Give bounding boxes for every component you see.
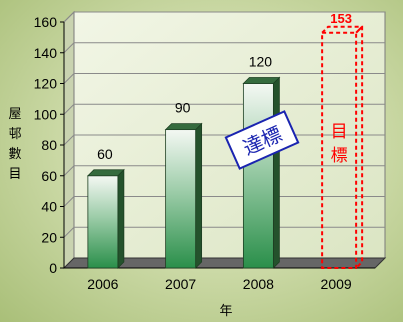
- y-tick-label: 120: [34, 76, 58, 92]
- y-tick-label: 20: [41, 229, 57, 245]
- target-value-label: 153: [330, 11, 352, 26]
- bar-front: [242, 83, 274, 269]
- gridline-side: [63, 196, 75, 207]
- x-tick-label: 2009: [321, 276, 352, 292]
- bar-top: [242, 77, 281, 84]
- x-axis-title: 年: [219, 304, 232, 319]
- bar-top: [164, 123, 203, 131]
- target-group: 153 目標: [321, 11, 364, 270]
- bar-side: [272, 76, 280, 269]
- bar-front: [165, 129, 197, 269]
- x-tick-label: 2007: [165, 276, 196, 292]
- gridline-side: [63, 11, 75, 23]
- stamp-box: [224, 110, 300, 170]
- bar-value-label: 60: [97, 146, 113, 162]
- y-axis-title-char: 屋: [8, 107, 21, 122]
- y-tick-label: 160: [34, 14, 58, 30]
- bar-2007: 90: [164, 100, 203, 269]
- gridline-side: [63, 73, 75, 84]
- gridline-side: [63, 226, 75, 238]
- y-tick-label: 140: [34, 45, 58, 61]
- y-tick-label: 100: [34, 106, 58, 122]
- target-outline-front: [321, 31, 358, 270]
- y-tick-label: 80: [41, 137, 57, 153]
- gridline-side: [63, 103, 75, 115]
- y-tick-labels: 0 20 40 60 80 100 120 140 160: [34, 14, 64, 276]
- bar-front: [87, 175, 119, 269]
- y-tick-label: 60: [41, 168, 57, 184]
- bar-top: [86, 169, 125, 177]
- achieved-stamp: 達標: [224, 110, 300, 170]
- y-axis-title-char: 目: [8, 167, 21, 182]
- gridlines: [63, 11, 385, 238]
- target-outline-corner: [355, 26, 363, 34]
- y-tick-label: 0: [49, 260, 57, 276]
- gridline-side: [63, 165, 75, 177]
- target-label-char: 目: [331, 122, 348, 142]
- bar-2006: 60: [86, 146, 125, 269]
- y-tick-label: 40: [41, 199, 57, 215]
- bar-value-label: 120: [249, 54, 273, 70]
- bar-value-label: 90: [175, 100, 191, 116]
- gridline-side: [63, 42, 75, 54]
- gridline-side: [63, 134, 75, 146]
- x-tick-labels: 2006 2007 2008 2009: [87, 276, 352, 292]
- x-tick-label: 2008: [243, 276, 274, 292]
- bar-side: [195, 122, 203, 269]
- y-axis-title-char: 數: [8, 147, 21, 162]
- bar-side: [117, 168, 125, 269]
- x-tick-label: 2006: [87, 276, 118, 292]
- target-label-char: 標: [331, 146, 348, 166]
- y-axis-title-char: 邨: [8, 127, 21, 142]
